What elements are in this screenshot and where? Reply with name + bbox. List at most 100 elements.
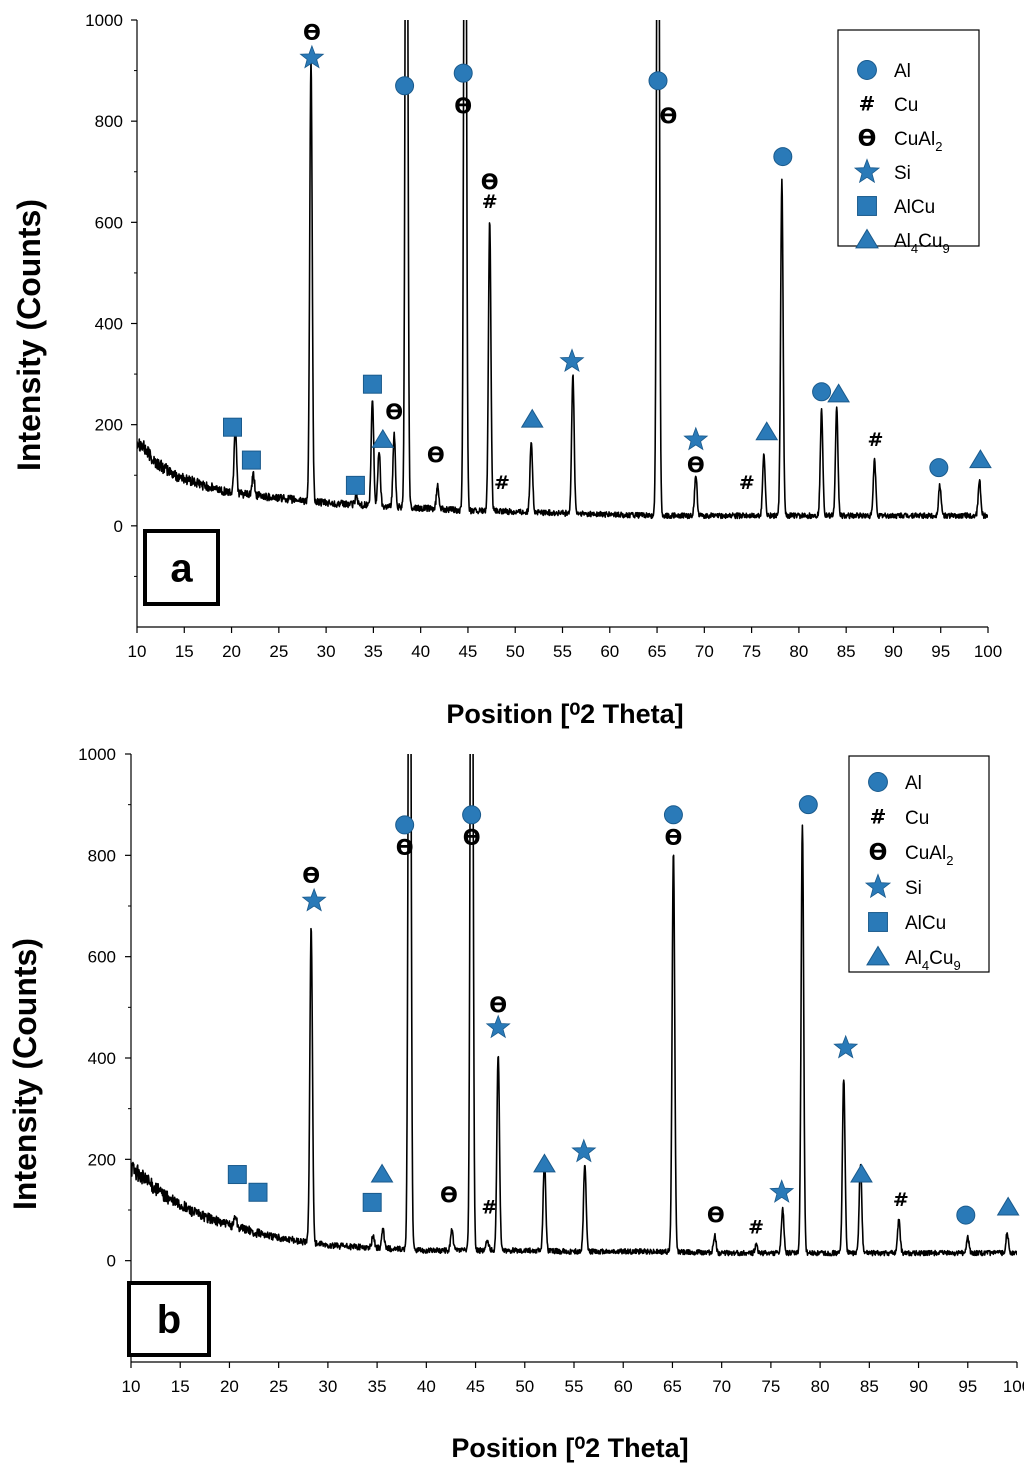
panel-label: a	[170, 547, 193, 591]
hash-peak-marker: #	[494, 472, 510, 494]
legend-triangle-icon	[855, 228, 879, 249]
x-tick-label: 45	[466, 1377, 485, 1396]
legend: Al # Cu ϴ CuAl2 Si AlCu Al4Cu9	[837, 29, 980, 256]
x-tick-label: 50	[506, 642, 525, 661]
square-peak-marker	[362, 1192, 382, 1212]
legend-star-icon	[864, 873, 892, 899]
x-tick-label: 35	[368, 1377, 387, 1396]
star-peak-marker	[301, 887, 327, 912]
x-tick-label: 10	[128, 642, 147, 661]
legend-label: Cu	[894, 95, 918, 116]
y-tick-label: 600	[95, 213, 123, 232]
legend-label: Al	[894, 61, 911, 82]
square-peak-marker	[227, 1165, 247, 1185]
star-peak-marker	[571, 1138, 597, 1163]
hash-peak-marker: #	[481, 1196, 497, 1218]
y-tick-label: 1000	[85, 11, 123, 30]
xrd-chart-panel-b: 0 200 400 600 800 1000 10 15 20 25 30 35 40 45 50 55 60 6…	[7, 745, 1024, 1463]
x-tick-label: 95	[931, 642, 950, 661]
legend-hash-icon: #	[859, 91, 876, 115]
theta-peak-marker: ϴ	[489, 993, 507, 1017]
x-tick-label: 80	[789, 642, 808, 661]
hash-peak-marker: #	[868, 429, 884, 451]
xrd-trace	[131, 754, 1017, 1257]
hash-peak-marker: #	[482, 191, 498, 213]
y-tick-label: 600	[88, 948, 116, 967]
circle-peak-marker	[773, 147, 793, 167]
legend-theta-icon: ϴ	[858, 126, 877, 151]
panel-label-box	[143, 529, 220, 606]
x-tick-label: 40	[417, 1377, 436, 1396]
x-tick-label: 90	[909, 1377, 928, 1396]
legend-label: Al4Cu9	[905, 948, 961, 973]
x-tick-label: 30	[317, 642, 336, 661]
circle-peak-marker	[395, 76, 415, 96]
star-peak-marker	[485, 1014, 511, 1039]
x-tick-label: 100	[1003, 1377, 1024, 1396]
x-tick-label: 55	[565, 1377, 584, 1396]
square-peak-marker	[345, 475, 365, 495]
theta-peak-marker: ϴ	[664, 826, 682, 850]
theta-peak-marker: ϴ	[454, 94, 472, 118]
theta-peak-marker: ϴ	[659, 104, 677, 128]
circle-peak-marker	[395, 815, 415, 835]
triangle-peak-marker	[827, 383, 850, 403]
xrd-chart-panel-a: 0 200 400 600 800 1000 10 15 20 25 30 35 40 45 50 55 60 6…	[11, 11, 1002, 729]
star-peak-marker	[833, 1034, 859, 1059]
circle-peak-marker	[663, 805, 683, 825]
x-tick-label: 20	[220, 1377, 239, 1396]
circle-peak-marker	[956, 1205, 976, 1225]
legend-star-icon	[853, 158, 881, 184]
x-tick-label: 20	[222, 642, 241, 661]
x-tick-label: 55	[553, 642, 572, 661]
x-tick-label: 65	[648, 642, 667, 661]
legend-label: Al	[905, 773, 922, 794]
legend-circle-icon	[868, 772, 888, 792]
legend-hash-icon: #	[870, 804, 887, 828]
theta-peak-marker: ϴ	[396, 836, 414, 860]
legend-box	[848, 755, 990, 973]
x-tick-label: 25	[269, 1377, 288, 1396]
x-tick-label: 75	[742, 642, 761, 661]
theta-peak-marker: ϴ	[302, 864, 320, 888]
x-tick-label: 45	[458, 642, 477, 661]
x-tick-label: 60	[600, 642, 619, 661]
theta-peak-marker: ϴ	[687, 453, 705, 477]
legend-label: Si	[905, 878, 922, 899]
y-tick-label: 400	[88, 1049, 116, 1068]
x-tick-label: 10	[122, 1377, 141, 1396]
circle-peak-marker	[929, 458, 949, 478]
square-peak-marker	[362, 374, 382, 394]
legend: Al # Cu ϴ CuAl2 Si AlCu Al4Cu9	[848, 755, 990, 973]
legend-square-icon	[857, 196, 877, 216]
panel-label-box	[127, 1281, 211, 1357]
circle-peak-marker	[462, 805, 482, 825]
x-tick-label: 70	[695, 642, 714, 661]
y-axis-title: Intensity (Counts)	[11, 199, 47, 471]
peak-annotations: ϴ ϴ ϴ ϴ ϴ ϴ # ϴ # #	[227, 795, 1020, 1239]
square-peak-marker	[248, 1182, 268, 1202]
x-tick-label: 100	[974, 642, 1002, 661]
x-tick-label: 60	[614, 1377, 633, 1396]
legend-label: AlCu	[905, 913, 946, 934]
legend-square-icon	[868, 912, 888, 932]
x-tick-label: 25	[269, 642, 288, 661]
triangle-peak-marker	[996, 1196, 1020, 1216]
y-axis-title: Intensity (Counts)	[7, 938, 43, 1210]
y-tick-label: 200	[88, 1150, 116, 1169]
triangle-peak-marker	[755, 421, 779, 441]
legend-label: CuAl2	[905, 843, 953, 868]
y-tick-label: 200	[95, 416, 123, 435]
x-tick-label: 50	[515, 1377, 534, 1396]
theta-peak-marker: ϴ	[303, 21, 321, 45]
star-peak-marker	[559, 348, 585, 373]
x-axis-title: Position [⁰2 Theta]	[446, 699, 683, 729]
hash-peak-marker: #	[748, 1217, 764, 1239]
y-tick-label: 800	[88, 846, 116, 865]
square-peak-marker	[223, 417, 243, 437]
theta-peak-marker: ϴ	[463, 826, 481, 850]
legend-triangle-icon	[866, 945, 890, 966]
x-tick-label: 65	[663, 1377, 682, 1396]
legend-label: AlCu	[894, 197, 935, 218]
x-tick-label: 80	[811, 1377, 830, 1396]
